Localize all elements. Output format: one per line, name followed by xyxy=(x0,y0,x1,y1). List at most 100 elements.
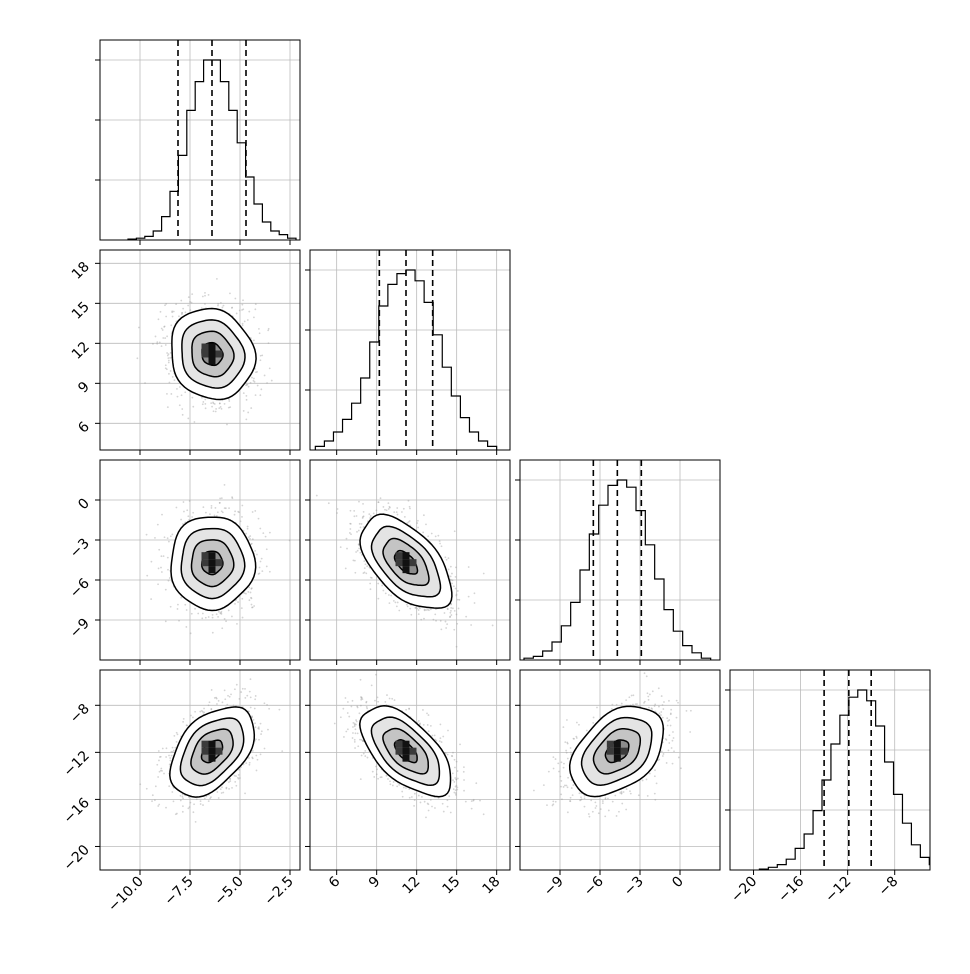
scatter-point xyxy=(144,382,146,384)
scatter-point xyxy=(163,555,165,557)
scatter-point xyxy=(236,623,238,625)
scatter-point xyxy=(427,535,429,537)
scatter-point xyxy=(169,577,171,579)
y-tick-label: 9 xyxy=(75,379,93,397)
scatter-point xyxy=(202,403,204,405)
scatter-point xyxy=(177,396,179,398)
scatter-point xyxy=(340,546,342,548)
scatter-point xyxy=(165,364,167,366)
scatter-point xyxy=(205,617,207,619)
scatter-point xyxy=(433,619,435,621)
scatter-point xyxy=(237,601,239,603)
scatter-point xyxy=(200,800,202,802)
scatter-point xyxy=(192,811,194,813)
scatter-point xyxy=(409,508,411,510)
scatter-point xyxy=(208,616,210,618)
scatter-point xyxy=(266,566,268,568)
scatter-point xyxy=(173,311,175,313)
scatter-point xyxy=(445,621,447,623)
scatter-point xyxy=(161,345,163,347)
scatter-point xyxy=(259,567,261,569)
scatter-point xyxy=(328,502,330,504)
scatter-point xyxy=(165,367,167,369)
scatter-point xyxy=(234,514,236,516)
scatter-point xyxy=(146,534,148,536)
scatter-point xyxy=(171,310,173,312)
scatter-point xyxy=(192,512,194,514)
scatter-point xyxy=(175,303,177,305)
scatter-point xyxy=(246,384,248,386)
grid-lines xyxy=(310,250,510,450)
scatter-point xyxy=(241,505,243,507)
scatter-point xyxy=(204,292,206,294)
scatter-point xyxy=(154,537,156,539)
scatter-point xyxy=(161,555,163,557)
scatter-point xyxy=(158,568,160,570)
scatter-point xyxy=(370,515,372,517)
scatter-point xyxy=(418,609,420,611)
scatter-point xyxy=(168,360,170,362)
scatter-point xyxy=(259,394,261,396)
scatter-point xyxy=(169,357,171,359)
scatter-point xyxy=(376,509,378,511)
panel-frame xyxy=(730,670,930,870)
scatter-point xyxy=(365,563,367,565)
scatter-point xyxy=(447,608,449,610)
scatter-point xyxy=(398,610,400,612)
scatter-point xyxy=(416,522,418,524)
scatter-point xyxy=(234,510,236,512)
scatter-point xyxy=(189,309,191,311)
scatter-point xyxy=(163,773,165,775)
x-tick-label: −16 xyxy=(775,873,807,905)
scatter-point xyxy=(386,509,388,511)
scatter-point xyxy=(346,548,348,550)
density-core xyxy=(202,351,209,358)
scatter-point xyxy=(458,599,460,601)
scatter-point xyxy=(474,592,476,594)
scatter-point xyxy=(167,357,169,359)
scatter-point xyxy=(150,598,152,600)
density-core xyxy=(209,358,216,365)
scatter-point xyxy=(265,536,267,538)
scatter-point xyxy=(250,597,252,599)
scatter-point xyxy=(160,768,162,770)
scatter-point xyxy=(228,507,230,509)
scatter-point xyxy=(221,497,223,499)
scatter-point xyxy=(449,612,451,614)
scatter-point xyxy=(176,507,178,509)
scatter-point xyxy=(180,597,182,599)
panel-1-0 xyxy=(136,278,272,425)
scatter-point xyxy=(218,407,220,409)
scatter-point xyxy=(455,566,457,568)
scatter-point xyxy=(454,610,456,612)
scatter-point xyxy=(231,787,233,789)
scatter-point xyxy=(260,561,262,563)
scatter-point xyxy=(255,371,257,373)
y-tick-label: 18 xyxy=(69,259,93,283)
scatter-point xyxy=(226,424,228,426)
scatter-point xyxy=(204,403,206,405)
panel-frame xyxy=(310,250,510,450)
scatter-point xyxy=(161,328,163,330)
scatter-point xyxy=(362,503,364,505)
scatter-point xyxy=(164,337,166,339)
scatter-point xyxy=(166,393,168,395)
scatter-point xyxy=(260,388,262,390)
scatter-point xyxy=(431,533,433,535)
scatter-point xyxy=(187,418,189,420)
scatter-point xyxy=(253,605,255,607)
scatter-point xyxy=(407,605,409,607)
scatter-point xyxy=(241,309,243,311)
scatter-point xyxy=(382,590,384,592)
scatter-point xyxy=(362,517,364,519)
scatter-point xyxy=(483,573,485,575)
scatter-point xyxy=(176,741,178,743)
scatter-point xyxy=(393,600,395,602)
histogram-2 xyxy=(524,460,711,660)
scatter-point xyxy=(414,607,416,609)
scatter-point xyxy=(420,619,422,621)
scatter-point xyxy=(360,526,362,528)
y-tick-label: 0 xyxy=(75,496,93,514)
scatter-point xyxy=(389,507,391,509)
scatter-point xyxy=(217,303,219,305)
